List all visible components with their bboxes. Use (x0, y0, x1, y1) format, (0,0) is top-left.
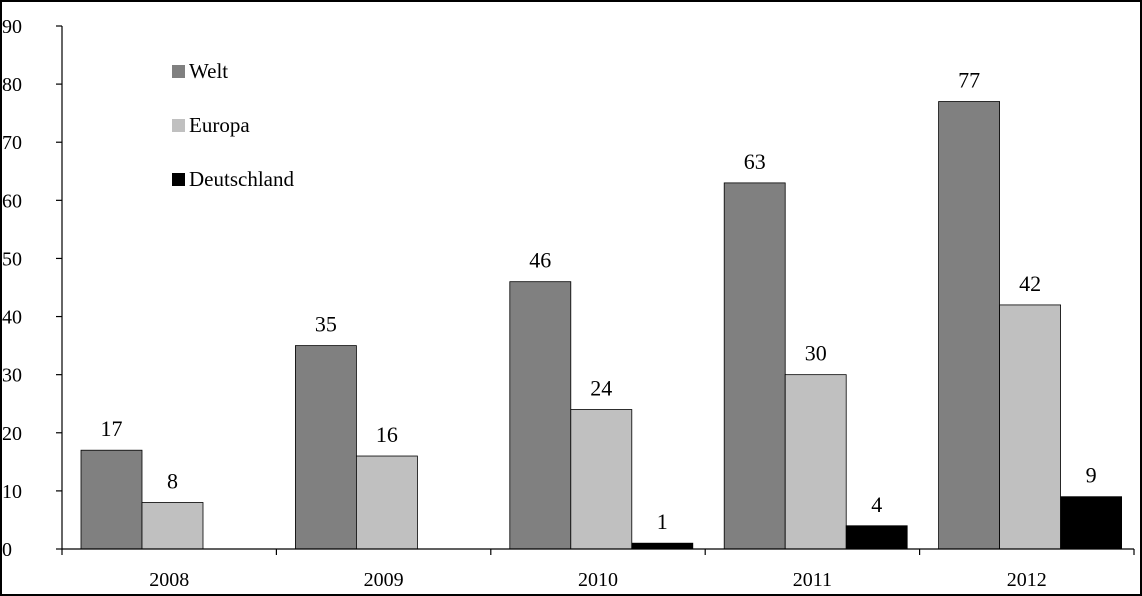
bar-welt-2008 (80, 449, 143, 550)
y-tick-label: 0 (2, 539, 12, 561)
y-tick-label: 80 (2, 74, 22, 96)
y-tick-label: 20 (2, 423, 22, 445)
data-label-europa-2012: 42 (1019, 271, 1041, 296)
y-tick-label: 10 (2, 481, 22, 503)
data-label-europa-2011: 30 (805, 341, 827, 366)
legend-label-europa: Europa (189, 113, 250, 137)
bar-europa-2012 (999, 304, 1061, 550)
x-tick-label: 2012 (1007, 569, 1047, 591)
data-label-welt-2008: 17 (101, 416, 123, 441)
bar-welt-2012 (938, 101, 1000, 550)
data-label-europa-2009: 16 (376, 422, 398, 447)
bar-deutschland-2012 (1060, 496, 1122, 550)
data-label-deutschland-2012: 9 (1086, 463, 1097, 488)
x-tick-label: 2011 (793, 569, 832, 591)
data-label-europa-2008: 8 (167, 469, 178, 494)
data-label-deutschland-2010: 1 (657, 509, 668, 534)
data-label-europa-2010: 24 (590, 376, 612, 401)
x-tick-label: 2009 (364, 569, 404, 591)
bar-welt-2009 (294, 345, 357, 550)
legend-swatch-deutschland (172, 173, 185, 186)
data-labels-group: 17 8 35 16 46 24 1 63 30 4 77 42 9 (101, 68, 1097, 535)
x-tick-label: 2010 (578, 569, 618, 591)
bar-europa-2008 (141, 502, 204, 550)
legend-label-deutschland: Deutschland (189, 167, 294, 191)
data-label-welt-2009: 35 (315, 312, 337, 337)
y-tick-label: 30 (2, 365, 22, 387)
data-label-welt-2011: 63 (744, 149, 766, 174)
legend: Welt Europa Deutschland (172, 59, 294, 191)
bar-deutschland-2011 (845, 525, 908, 550)
data-label-welt-2010: 46 (529, 248, 551, 273)
bar-europa-2011 (784, 374, 847, 550)
legend-swatch-europa (172, 119, 185, 132)
x-axis: 2008 2009 2010 2011 2012 (61, 549, 1135, 591)
bar-europa-2010 (570, 409, 633, 550)
y-tick-label: 70 (2, 132, 22, 154)
x-tick-label: 2008 (149, 569, 189, 591)
data-label-deutschland-2011: 4 (871, 492, 882, 517)
legend-label-welt: Welt (189, 59, 228, 83)
legend-swatch-welt (172, 65, 185, 78)
bar-europa-2009 (355, 455, 418, 550)
bar-deutschland-2010 (631, 542, 694, 550)
y-tick-label: 90 (2, 16, 22, 38)
bar-welt-2011 (723, 182, 786, 550)
y-tick-label: 50 (2, 248, 22, 270)
y-axis: 0 10 20 30 40 50 60 70 80 90 (2, 16, 62, 561)
bar-welt-2010 (509, 281, 572, 550)
data-label-welt-2012: 77 (958, 68, 980, 93)
y-tick-label: 60 (2, 190, 22, 212)
y-tick-label: 40 (2, 307, 22, 329)
